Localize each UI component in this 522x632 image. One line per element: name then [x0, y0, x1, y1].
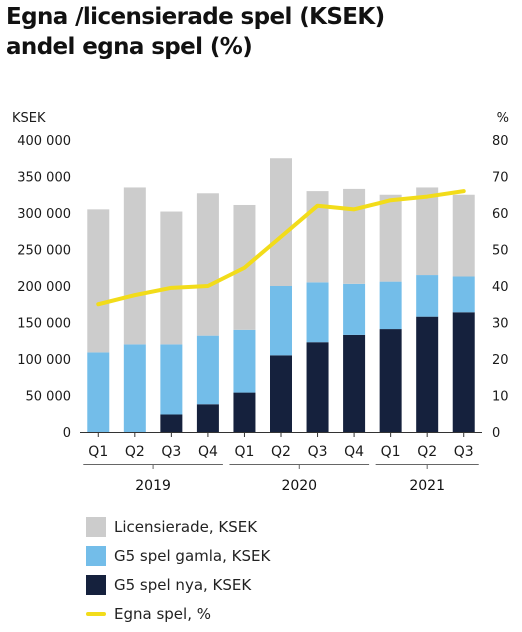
x-tick-label: Q2: [271, 444, 291, 460]
y-tick-left: 400 000: [17, 134, 71, 149]
bar-segment: [452, 276, 475, 313]
bar-segment: [233, 392, 256, 432]
year-label: 2019: [135, 478, 171, 494]
chart-legend: Licensierade, KSEK G5 spel gamla, KSEK G5 …: [86, 512, 270, 628]
bar-segment: [416, 187, 439, 276]
y-tick-right: 20: [492, 353, 509, 368]
y-tick-left: 50 000: [26, 390, 72, 405]
y-tick-right: 60: [492, 207, 509, 222]
y-tick-left: 0: [63, 426, 71, 441]
legend-swatch: [86, 574, 106, 595]
bar-segment: [160, 344, 183, 415]
y-tick-left: 150 000: [17, 317, 71, 332]
bar-segment: [416, 275, 439, 317]
legend-item: G5 spel nya, KSEK: [86, 570, 270, 599]
legend-label: G5 spel gamla, KSEK: [114, 546, 271, 565]
y-axis-left-unit: KSEK: [12, 111, 46, 126]
legend-label: Licensierade, KSEK: [114, 517, 258, 536]
bar-segment: [306, 342, 329, 432]
bar-segment: [160, 414, 183, 432]
y-tick-left: 250 000: [17, 244, 71, 259]
chart-title-line-2: andel egna spel (%): [6, 34, 253, 60]
y-tick-right: 50: [492, 244, 509, 259]
chart-title: Egna /licensierade spel (KSEK) andel egn…: [6, 2, 516, 62]
bar-segment: [416, 316, 439, 432]
bar-segment: [123, 187, 146, 345]
bar-segment: [123, 344, 146, 432]
bar-segment: [379, 194, 402, 282]
bar-segment: [196, 404, 219, 432]
y-tick-left: 100 000: [17, 353, 71, 368]
bar-segment: [87, 209, 110, 353]
bar-segment: [343, 334, 366, 432]
legend-swatch: [86, 545, 106, 566]
legend-item: Licensierade, KSEK: [86, 512, 270, 541]
bar-segment: [306, 191, 329, 283]
y-tick-left: 350 000: [17, 171, 71, 186]
legend-label: Egna spel, %: [114, 604, 211, 623]
chart-title-line-1: Egna /licensierade spel (KSEK): [6, 4, 385, 30]
year-label: 2021: [409, 478, 445, 494]
bar-segment: [343, 283, 366, 335]
legend-swatch: [86, 516, 106, 537]
bar-segment: [343, 188, 366, 284]
y-tick-right: 10: [492, 390, 509, 405]
bar-segment: [306, 282, 329, 343]
bar-segment: [452, 312, 475, 432]
x-tick-label: Q3: [454, 444, 474, 460]
bar-segment: [270, 286, 292, 356]
y-tick-left: 300 000: [17, 207, 71, 222]
x-tick-label: Q2: [417, 444, 437, 460]
bar-segment: [196, 193, 219, 336]
bar-segment: [379, 281, 402, 330]
x-tick-label: Q1: [234, 444, 254, 460]
y-tick-right: 80: [492, 134, 509, 149]
bar-segment: [270, 355, 292, 432]
x-tick-label: Q4: [344, 444, 364, 460]
x-tick-label: Q3: [308, 444, 328, 460]
bar-segment: [196, 335, 219, 405]
x-tick-label: Q3: [161, 444, 181, 460]
bar-segment: [233, 329, 256, 393]
bar-segment: [160, 211, 183, 345]
x-tick-label: Q1: [88, 444, 108, 460]
y-tick-right: 0: [492, 426, 500, 441]
legend-item: G5 spel gamla, KSEK: [86, 541, 270, 570]
x-tick-label: Q4: [198, 444, 218, 460]
bar-segment: [379, 329, 402, 432]
y-tick-right: 40: [492, 280, 509, 295]
legend-item: Egna spel, %: [86, 599, 270, 628]
bar-segment: [270, 158, 292, 286]
year-label: 2020: [281, 478, 317, 494]
y-axis-right-unit: %: [497, 111, 509, 126]
y-tick-left: 200 000: [17, 280, 71, 295]
legend-label: G5 spel nya, KSEK: [114, 575, 252, 594]
x-tick-label: Q1: [381, 444, 401, 460]
y-tick-right: 30: [492, 317, 509, 332]
bar-segment: [452, 194, 475, 277]
bar-segment: [87, 352, 110, 432]
legend-swatch: [86, 611, 106, 616]
x-tick-label: Q2: [125, 444, 145, 460]
y-tick-right: 70: [492, 171, 509, 186]
